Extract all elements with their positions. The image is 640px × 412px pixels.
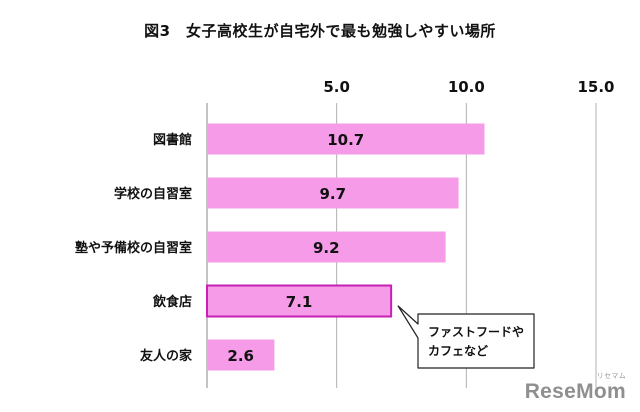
callout-box — [397, 305, 535, 369]
data-label: 7.1 — [286, 293, 313, 311]
x-tick-label: 10.0 — [448, 78, 485, 96]
bar — [207, 231, 446, 263]
x-tick-label: 5.0 — [323, 78, 350, 96]
data-label: 10.7 — [327, 131, 364, 149]
data-label: 9.7 — [319, 185, 346, 203]
data-label: 2.6 — [227, 347, 254, 365]
callout-text: カフェなど — [428, 344, 488, 358]
bar — [206, 284, 393, 318]
logo-brand-text: ReseMom — [524, 380, 626, 403]
category-label: 図書館 — [153, 132, 192, 148]
chart-title: 図3 女子高校生が自宅外で最も勉強しやすい場所 — [144, 22, 496, 40]
x-tick-label: 15.0 — [577, 78, 614, 96]
bar — [207, 123, 485, 155]
category-label: 学校の自習室 — [114, 186, 192, 202]
resemom-logo: ReseMom リセマム — [524, 373, 626, 404]
category-label: 飲食店 — [152, 294, 192, 310]
category-label: 友人の家 — [140, 348, 193, 364]
logo-sub-text: リセマム — [596, 373, 626, 380]
callout-text: ファストフードや — [428, 325, 524, 339]
data-label: 9.2 — [313, 239, 340, 257]
bar — [207, 177, 459, 209]
category-label: 塾や予備校の自習室 — [75, 240, 192, 256]
bar — [207, 339, 275, 371]
